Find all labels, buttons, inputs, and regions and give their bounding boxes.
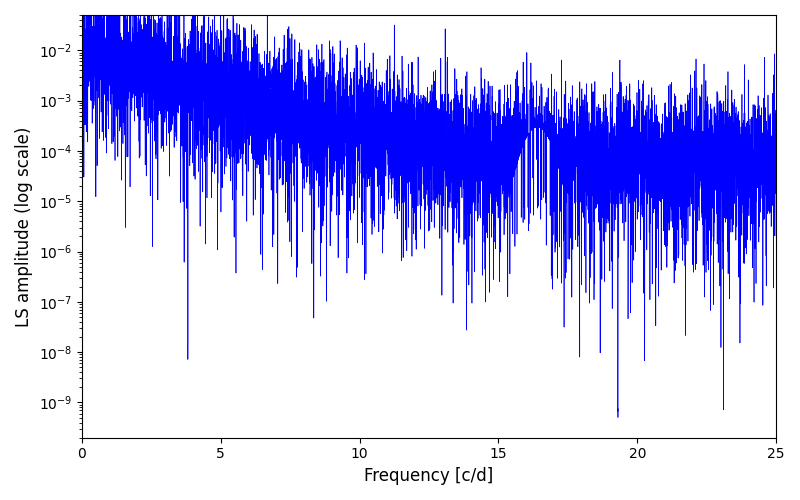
X-axis label: Frequency [c/d]: Frequency [c/d] bbox=[364, 467, 494, 485]
Y-axis label: LS amplitude (log scale): LS amplitude (log scale) bbox=[15, 126, 33, 326]
